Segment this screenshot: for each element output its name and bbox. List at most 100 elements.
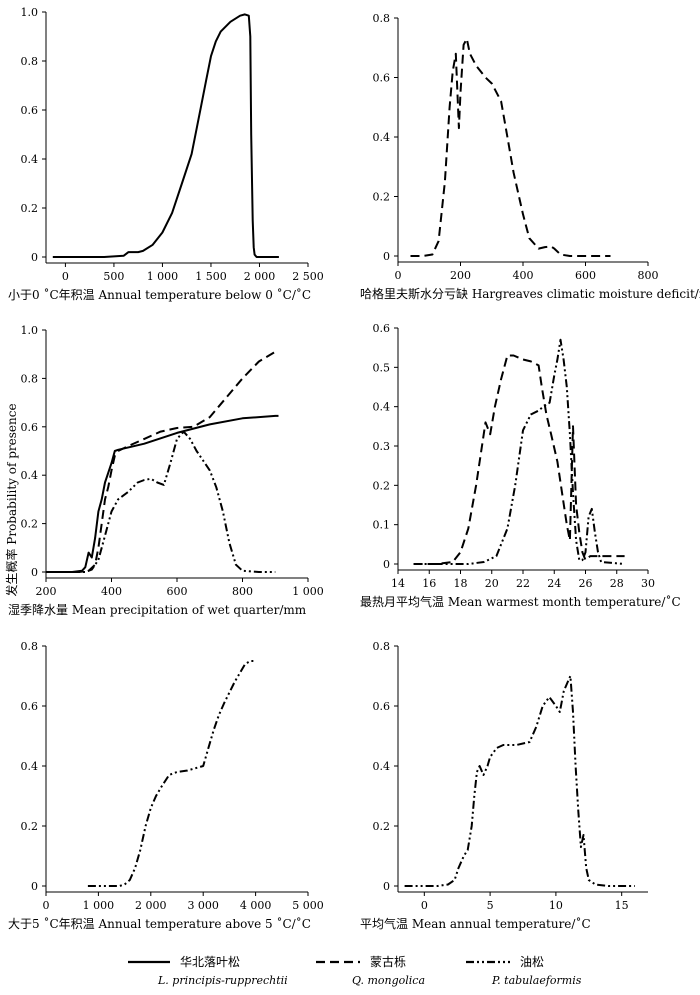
y-tick-label: 0.4 [21, 153, 39, 166]
x-tick-label: 800 [232, 585, 253, 598]
series-line-quercus [46, 350, 279, 573]
x-tick-label: 3 000 [187, 899, 219, 912]
x-tick-label: 4 000 [240, 899, 272, 912]
legend-label-pinus-en: P. tabulaeformis [491, 974, 582, 987]
y-tick-label: 0 [31, 251, 38, 264]
x-tick-label: 0 [43, 899, 50, 912]
series-line-quercus [410, 37, 611, 257]
shared-y-axis-label: 发生概率 Probability of presence [4, 403, 19, 596]
x-tick-label: 500 [103, 270, 124, 283]
x-tick-label: 0 [62, 270, 69, 283]
legend: 华北落叶松 L. principis-rupprechtii 蒙古栎 Q. mo… [128, 954, 582, 987]
y-tick-label: 0.4 [21, 469, 39, 482]
x-axis-label: 大于5 ˚C年积温 Annual temperature above 5 ˚C/… [8, 916, 311, 931]
series-line-larix [52, 13, 279, 258]
x-tick-label: 2 500 [292, 270, 324, 283]
y-tick-label: 0.6 [373, 72, 391, 85]
x-tick-label: 2 000 [244, 270, 276, 283]
y-tick-label: 0.4 [373, 131, 391, 144]
y-tick-label: 0.6 [373, 700, 391, 713]
x-axis-label: 湿季降水量 Mean precipitation of wet quarter/… [8, 602, 307, 617]
x-axis-label: 平均气温 Mean annual temperature/˚C [360, 916, 591, 931]
y-tick-label: 0 [31, 880, 38, 893]
y-tick-label: 0.6 [21, 104, 39, 117]
legend-label-quercus-en: Q. mongolica [352, 974, 425, 987]
chart-panel-6: 0 0.2 0.4 0.6 0.8 0 5 10 15 平均气温 Mean annual temp… [360, 640, 648, 931]
y-tick-label: 0 [383, 558, 390, 571]
y-tick-label: 1.0 [21, 324, 39, 337]
x-tick-label: 1 000 [292, 585, 324, 598]
legend-label-larix-en: L. principis-rupprechtii [157, 974, 288, 987]
chart-panel-4: 0 0.1 0.2 0.3 0.4 0.5 0.6 14 16 18 20 22 24 26 28 30 最热月… [360, 322, 681, 609]
x-tick-label: 800 [638, 269, 659, 282]
y-tick-label: 0.2 [21, 202, 39, 215]
y-tick-label: 0.2 [373, 820, 391, 833]
x-tick-label: 200 [450, 269, 471, 282]
y-tick-label: 0.8 [21, 55, 39, 68]
x-tick-label: 1 500 [195, 270, 227, 283]
y-tick-label: 0.8 [373, 640, 391, 653]
y-tick-label: 1.0 [21, 6, 39, 19]
y-tick-label: 0.6 [373, 322, 391, 335]
y-tick-label: 0 [383, 250, 390, 263]
y-tick-label: 0 [31, 566, 38, 579]
y-tick-label: 0.3 [373, 440, 391, 453]
x-tick-label: 18 [454, 577, 468, 590]
x-tick-label: 16 [422, 577, 436, 590]
series-line-pinus [46, 430, 276, 573]
y-tick-label: 0.4 [373, 760, 391, 773]
x-tick-label: 400 [101, 585, 122, 598]
x-tick-label: 10 [549, 899, 563, 912]
x-tick-label: 400 [513, 269, 534, 282]
legend-item-quercus: 蒙古栎 Q. mongolica [316, 954, 425, 987]
x-tick-label: 0 [395, 269, 402, 282]
chart-panel-2: 0 0.2 0.4 0.6 0.8 0 200 400 600 800 哈格里夫斯水分亏缺 Harg… [360, 12, 700, 301]
y-tick-label: 0.2 [21, 820, 39, 833]
y-tick-label: 0.5 [373, 361, 391, 374]
x-axis-label: 小于0 ˚C年积温 Annual temperature below 0 ˚C/… [8, 287, 311, 302]
x-axis-label: 最热月平均气温 Mean warmest month temperature/˚… [360, 594, 681, 609]
y-tick-label: 0.4 [373, 401, 391, 414]
y-tick-label: 0.1 [373, 519, 391, 532]
y-tick-label: 0.8 [21, 640, 39, 653]
x-tick-label: 600 [575, 269, 596, 282]
x-tick-label: 30 [641, 577, 655, 590]
x-tick-label: 200 [36, 585, 57, 598]
y-tick-label: 0.6 [21, 421, 39, 434]
x-tick-label: 600 [167, 585, 188, 598]
chart-panel-3: 0 0.2 0.4 0.6 0.8 1.0 200 400 600 800 1 000 湿季降水量 M… [8, 324, 324, 617]
legend-item-pinus: 油松 P. tabulaeformis [466, 955, 582, 987]
legend-label-larix-cn: 华北落叶松 [180, 955, 240, 969]
x-tick-label: 2 000 [135, 899, 167, 912]
x-tick-label: 24 [547, 577, 561, 590]
chart-panel-1: 0 0.2 0.4 0.6 0.8 1.0 0 500 1 000 1 500 2 000 2 500… [8, 6, 324, 302]
series-line-quercus [413, 354, 625, 565]
series-line-pinus [404, 675, 635, 887]
x-tick-label: 0 [421, 899, 428, 912]
x-tick-label: 5 000 [292, 899, 324, 912]
legend-label-quercus-cn: 蒙古栎 [370, 954, 406, 969]
x-tick-label: 5 [487, 899, 494, 912]
y-tick-label: 0.2 [373, 191, 391, 204]
x-tick-label: 15 [615, 899, 629, 912]
y-tick-label: 0.2 [373, 479, 391, 492]
legend-item-larix: 华北落叶松 L. principis-rupprechtii [128, 955, 288, 987]
x-tick-label: 28 [610, 577, 624, 590]
series-line-pinus [413, 338, 625, 565]
series-line-pinus [87, 660, 256, 887]
y-tick-label: 0.6 [21, 700, 39, 713]
chart-panel-5: 0 0.2 0.4 0.6 0.8 0 1 000 2 000 3 000 4 000 5 000 大… [8, 640, 324, 931]
x-tick-label: 1 000 [147, 270, 179, 283]
legend-label-pinus-cn: 油松 [520, 955, 544, 969]
x-tick-label: 14 [391, 577, 405, 590]
x-tick-label: 20 [485, 577, 499, 590]
chart-panels: 00.20.40.60.81.00 500 1 000 1 500 2 000 2 500… [8, 6, 700, 931]
y-tick-label: 0.4 [21, 760, 39, 773]
x-tick-label: 26 [579, 577, 593, 590]
y-tick-label: 0 [383, 880, 390, 893]
x-axis-label: 哈格里夫斯水分亏缺 Hargreaves climatic moisture d… [360, 286, 700, 301]
x-tick-label: 22 [516, 577, 530, 590]
y-tick-label: 0.8 [373, 12, 391, 25]
x-tick-label: 1 000 [83, 899, 115, 912]
